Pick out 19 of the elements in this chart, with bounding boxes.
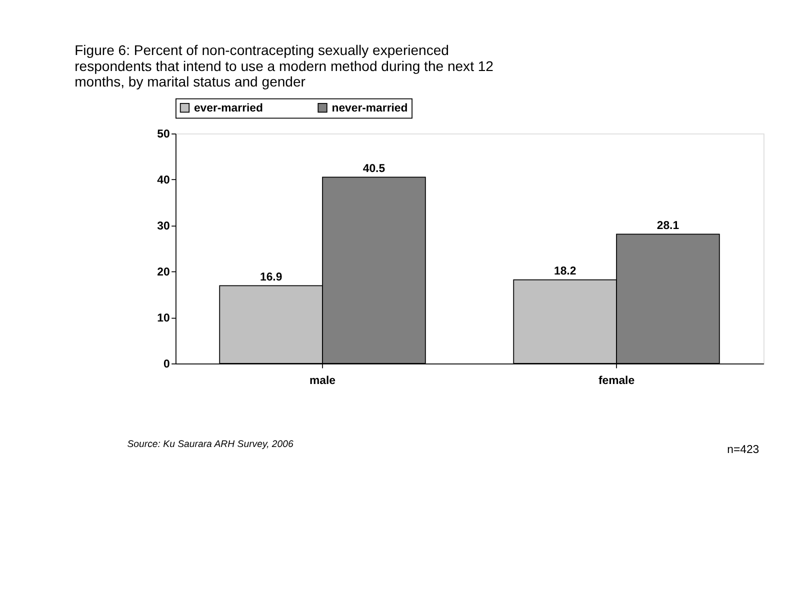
source-note: Source: Ku Saurara ARH Survey, 2006 (127, 438, 294, 450)
x-tick-label: female (598, 375, 635, 388)
y-tick-label: 50 (157, 128, 170, 140)
x-tick-label: male (310, 375, 336, 388)
data-label: 40.5 (362, 162, 386, 175)
data-label: 18.2 (554, 265, 576, 278)
text: n=423 (727, 444, 760, 456)
text: months, by marital status and gender (74, 74, 306, 90)
y-tick-label: 20 (157, 266, 170, 278)
y-tick-label: 30 (157, 220, 170, 232)
y-tick-label: 10 (157, 312, 170, 324)
legend-label: ever-married (194, 102, 264, 114)
text: respondents that intend to use a modern method during the next 12 (74, 58, 494, 74)
data-label: 28.1 (656, 220, 680, 232)
legend-label: never-married (332, 102, 408, 114)
y-tick-label: 0 (163, 358, 170, 370)
text: Figure 6: Percent of non-contracepting sexually experienced (74, 42, 449, 58)
y-tick-label: 40 (157, 174, 170, 186)
data-label: 16.9 (260, 271, 282, 284)
